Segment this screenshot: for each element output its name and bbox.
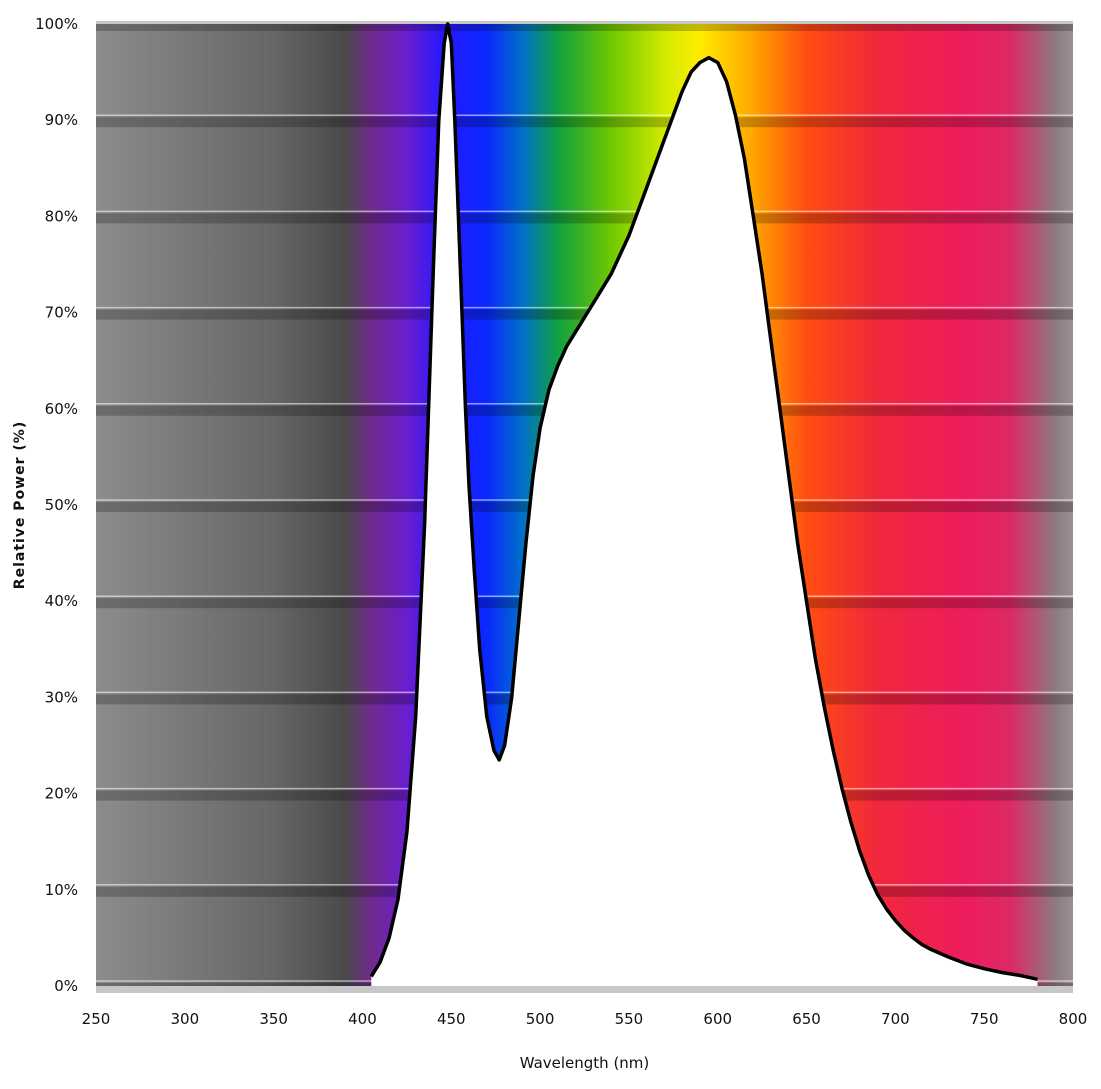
- x-tick-label: 700: [881, 1010, 910, 1028]
- spectrum-curve: [369, 22, 1038, 982]
- x-tick-label: 500: [526, 1010, 555, 1028]
- x-tick-label: 400: [348, 1010, 377, 1028]
- grid-band: [96, 983, 1073, 993]
- y-tick-label: 50%: [45, 496, 78, 514]
- y-tick-label: 0%: [54, 977, 78, 995]
- y-axis-ticks: 0% 10% 20% 30% 40% 50% 60% 70% 80% 90% 100%: [35, 15, 78, 995]
- y-tick-label: 60%: [45, 400, 78, 418]
- grid-band: [96, 117, 1073, 128]
- grid-band: [96, 21, 1073, 31]
- x-axis-title: Wavelength (nm): [520, 1054, 650, 1072]
- x-tick-label: 800: [1059, 1010, 1088, 1028]
- grid-band: [96, 213, 1073, 224]
- spectrum-area: [371, 24, 1038, 986]
- x-tick-label: 600: [703, 1010, 732, 1028]
- y-tick-label: 40%: [45, 592, 78, 610]
- y-tick-label: 30%: [45, 688, 78, 706]
- x-axis-ticks: 250 300 350 400 450 500 550 600 650 700 750 800: [82, 1010, 1088, 1028]
- x-tick-label: 250: [82, 1010, 111, 1028]
- x-tick-label: 750: [970, 1010, 999, 1028]
- y-tick-label: 80%: [45, 207, 78, 225]
- y-tick-label: 20%: [45, 785, 78, 803]
- x-tick-label: 450: [437, 1010, 466, 1028]
- x-tick-label: 300: [170, 1010, 199, 1028]
- y-axis-title: Relative Power (%): [12, 421, 28, 589]
- y-tick-label: 70%: [45, 304, 78, 322]
- y-tick-label: 10%: [45, 881, 78, 899]
- x-tick-label: 550: [615, 1010, 644, 1028]
- y-tick-label: 100%: [35, 15, 78, 33]
- x-tick-label: 650: [792, 1010, 821, 1028]
- x-tick-label: 350: [259, 1010, 288, 1028]
- y-tick-label: 90%: [45, 111, 78, 129]
